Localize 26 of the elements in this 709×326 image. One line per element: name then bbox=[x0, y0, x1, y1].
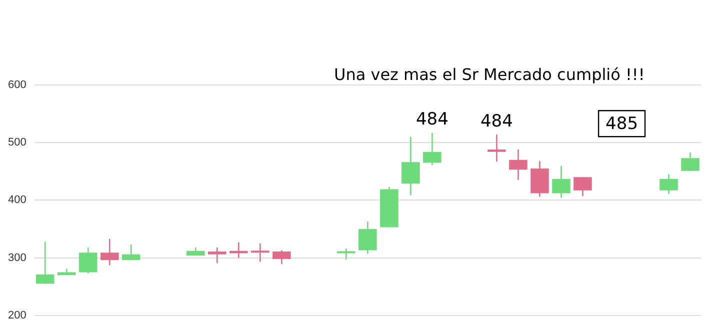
candlestick bbox=[660, 174, 678, 195]
text: 484 bbox=[416, 110, 448, 130]
annotation: 485 bbox=[606, 114, 638, 134]
y-tick-label: 200 bbox=[8, 309, 26, 322]
y-tick-label: 600 bbox=[8, 79, 26, 92]
candlestick bbox=[122, 244, 140, 261]
candlestick bbox=[208, 246, 226, 264]
candlestick bbox=[272, 250, 291, 265]
text: 484 bbox=[480, 111, 513, 132]
y-tick-label: 400 bbox=[8, 194, 26, 206]
candlestick bbox=[36, 241, 54, 284]
candlestick bbox=[681, 152, 700, 172]
candlestick bbox=[488, 134, 506, 162]
candlestick bbox=[358, 220, 377, 254]
candlestick bbox=[574, 176, 592, 197]
chart-title: Una vez mas el Sr Mercado cumplió !!! bbox=[334, 65, 645, 84]
candlestick bbox=[100, 238, 119, 266]
candlestick bbox=[423, 132, 442, 166]
candlestick bbox=[337, 248, 356, 260]
y-tick-label: 500 bbox=[8, 136, 26, 149]
candlestick bbox=[251, 242, 270, 262]
candlestick bbox=[552, 164, 570, 199]
candlestick bbox=[78, 246, 98, 274]
candlestick bbox=[509, 148, 528, 181]
candlestick bbox=[402, 136, 420, 196]
y-tick-label: 300 bbox=[8, 252, 26, 264]
